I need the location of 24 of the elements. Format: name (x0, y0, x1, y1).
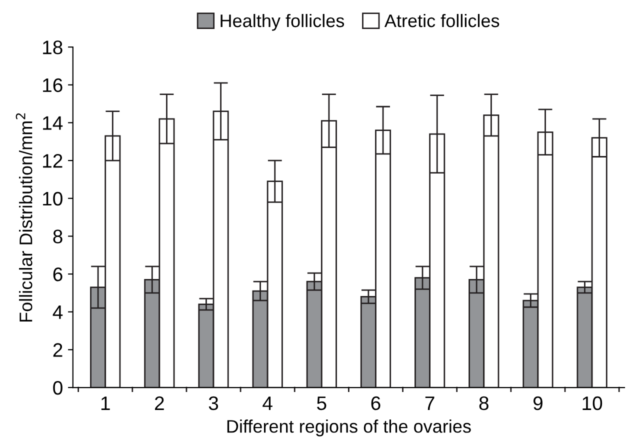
legend-label: Healthy follicles (220, 14, 344, 31)
x-tick-label: 2 (155, 396, 164, 410)
legend-label: Atretic follicles (384, 14, 500, 28)
y-tick-label: 8 (53, 230, 62, 244)
y-tick-label: 16 (43, 78, 62, 92)
x-tick-label: 3 (208, 396, 218, 410)
y-tick-label: 0 (53, 380, 62, 395)
y-axis-title: Follicular Distribution/mm$^{2}$ (16, 113, 32, 322)
y-tick-label: 4 (52, 306, 63, 319)
x-tick-label: 6 (371, 396, 380, 410)
x-tick-label: 1 (101, 396, 110, 410)
x-tick-label: 4 (262, 396, 272, 410)
y-tick-label: 6 (53, 267, 62, 282)
y-tick-label: 18 (43, 40, 62, 54)
y-tick-label: 2 (53, 343, 62, 357)
x-tick-label: 8 (479, 396, 488, 410)
x-axis-title: Different regions of the ovaries (227, 420, 471, 436)
y-tick-label: 10 (43, 192, 62, 206)
y-tick-label: 14 (43, 116, 63, 130)
x-tick-label: 10 (582, 396, 602, 410)
x-tick-label: 5 (317, 396, 326, 410)
x-tick-label: 7 (425, 396, 434, 410)
x-tick-label: 9 (533, 396, 542, 410)
y-tick-label: 12 (43, 154, 62, 168)
